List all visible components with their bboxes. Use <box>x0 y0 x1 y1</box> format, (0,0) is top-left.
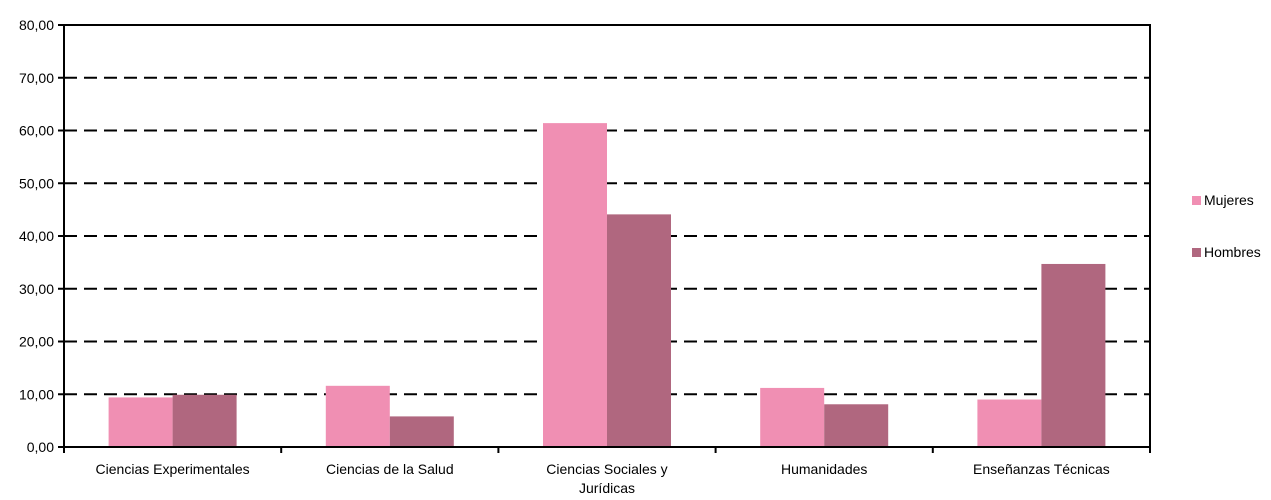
bar-hombres <box>1041 263 1106 447</box>
x-category-label: Ciencias de la Salud <box>326 461 454 477</box>
x-category-label: Humanidades <box>781 461 867 477</box>
x-category-label: Ciencias Experimentales <box>96 461 250 477</box>
bar-hombres <box>607 214 671 447</box>
legend-item-mujeres: Mujeres <box>1192 190 1261 210</box>
bar-mujeres <box>325 385 390 447</box>
y-tick-label: 30,00 <box>19 281 54 297</box>
y-tick-label: 70,00 <box>19 70 54 86</box>
x-category-label: Jurídicas <box>579 480 635 496</box>
y-tick-label: 10,00 <box>19 386 54 402</box>
bar-hombres <box>389 416 454 447</box>
y-tick-label: 40,00 <box>19 228 54 244</box>
y-tick-label: 0,00 <box>27 439 54 455</box>
legend-item-hombres: Hombres <box>1192 242 1261 262</box>
bar-mujeres <box>977 399 1042 447</box>
bar-hombres <box>824 404 889 447</box>
bar-mujeres <box>760 387 825 447</box>
legend: Mujeres Hombres <box>1192 190 1261 294</box>
bar-mujeres <box>543 123 607 448</box>
x-category-label: Ciencias Sociales y <box>546 461 667 477</box>
bar-mujeres <box>108 397 173 447</box>
legend-label-mujeres: Mujeres <box>1204 192 1254 208</box>
x-category-label: Enseñanzas Técnicas <box>973 461 1110 477</box>
y-tick-label: 80,00 <box>19 17 54 33</box>
legend-label-hombres: Hombres <box>1204 244 1261 260</box>
y-tick-label: 50,00 <box>19 175 54 191</box>
legend-swatch-hombres <box>1192 247 1201 257</box>
bar-hombres <box>172 394 237 447</box>
y-tick-label: 60,00 <box>19 123 54 139</box>
legend-swatch-mujeres <box>1192 195 1201 205</box>
y-tick-label: 20,00 <box>19 334 54 350</box>
